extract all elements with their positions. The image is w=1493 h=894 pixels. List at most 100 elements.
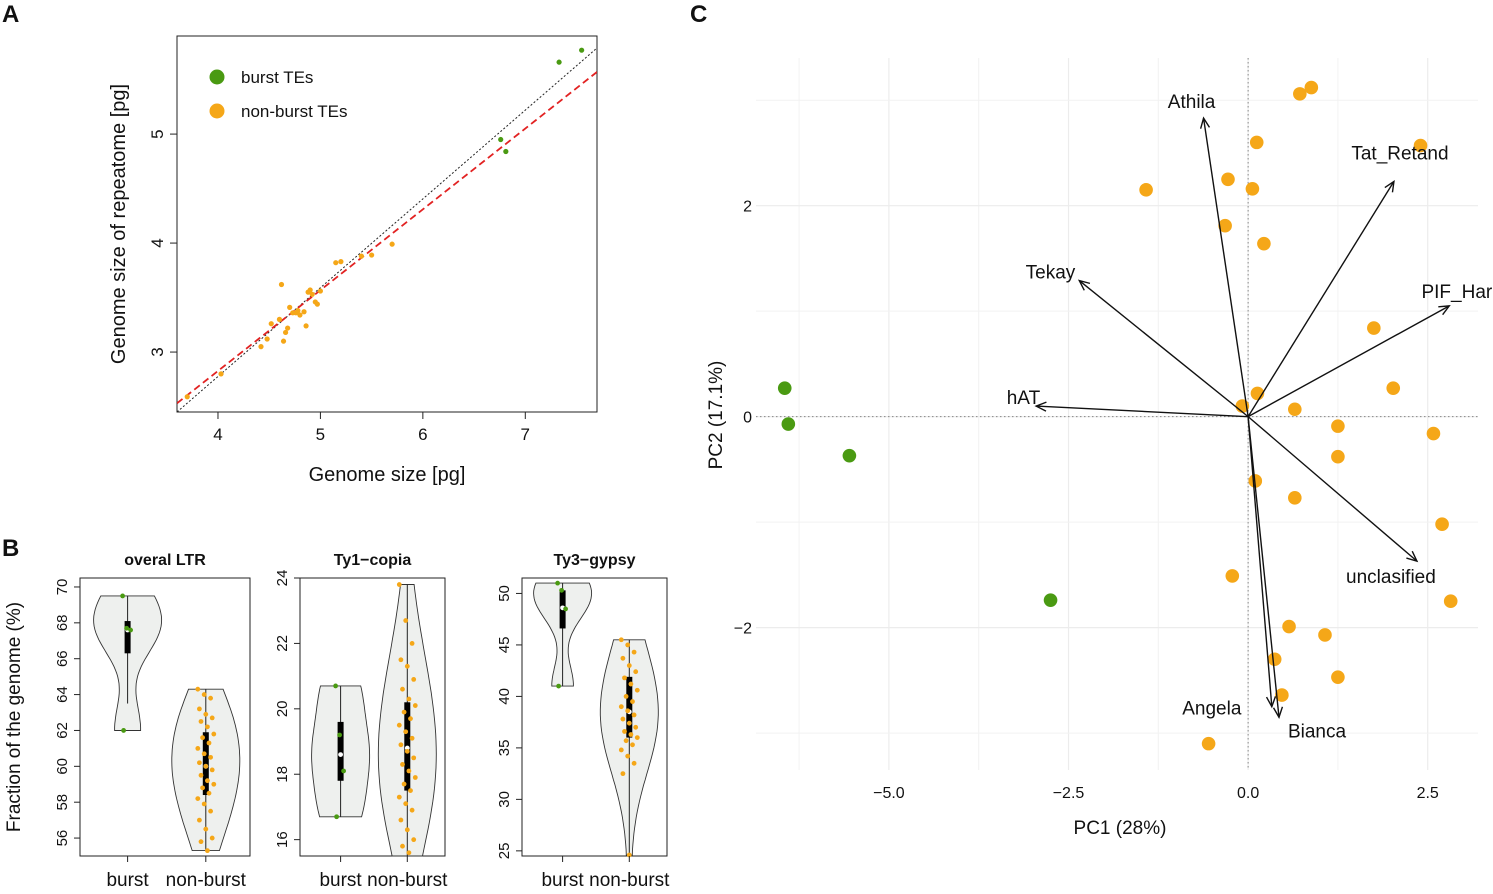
arrow-head [1199,116,1211,129]
category-label: burst [106,870,149,891]
data-point [408,788,413,793]
pca-point [781,417,796,431]
legend-label-burst: burst TEs [241,68,313,87]
data-point [334,814,339,820]
pca-point [1249,135,1264,150]
loading-label: Tekay [1026,263,1076,284]
iqr-box [337,721,344,781]
arrow-head [1384,179,1395,193]
data-point [409,735,415,741]
data-point [341,768,346,774]
data-point [205,778,210,784]
loading-arrow-hat [1036,405,1249,418]
pca-point [1318,628,1332,642]
data-point [403,801,409,807]
pca-point [777,381,792,395]
pca-point [1245,181,1260,196]
pca-point [1293,87,1307,101]
y-axis-label: Genome size of repeatome [pg] [108,84,130,364]
data-point [623,694,629,699]
x-axis-label: Genome size [pg] [309,464,466,486]
data-point [622,675,627,681]
data-point [218,371,224,377]
y-tick-label: 5 [148,129,167,138]
category-label: non-burst [589,870,670,891]
data-point [401,781,407,787]
pca-point [1304,80,1319,95]
pca-point [1225,569,1240,583]
data-point [400,843,405,849]
y-tick-label: 0 [743,410,752,427]
pca-point [1426,426,1441,441]
data-point [201,751,207,757]
legend-marker-burst [209,69,225,85]
loading-arrow-tat_retand [1247,181,1395,418]
fit-line [177,71,597,404]
data-point [401,709,407,715]
pca-point [1257,236,1271,251]
subplot-title: Ty3−gypsy [554,552,636,569]
y-tick-label: 25 [496,843,513,860]
series-non-burst [184,241,395,400]
data-point [205,848,210,854]
data-point [409,641,415,646]
y-tick-label: 60 [54,758,71,775]
data-point [208,808,214,814]
panel-label-b: B [2,535,19,562]
data-point [184,394,190,400]
y-tick-label: 50 [496,585,513,602]
pca-point [1367,321,1381,335]
pca-point [1221,172,1235,187]
y-tick-label: 68 [54,614,71,631]
data-point [555,580,560,586]
data-point [630,699,635,704]
data-point [121,728,126,733]
arrow-head [1077,279,1091,291]
subplot-title: Ty1−copia [334,552,412,569]
data-point [195,686,201,692]
loading-label: PIF_Harbinger [1421,282,1493,303]
y-tick-label: 24 [274,570,291,587]
loading-label: Bianca [1288,721,1347,742]
data-point [623,738,629,744]
pca-point [1413,138,1428,153]
data-point [631,649,637,655]
data-point [618,704,624,710]
data-point [198,839,204,845]
violin-non-burst: non-burst [589,637,670,891]
data-point [333,683,338,689]
arrow-head [1406,550,1419,563]
subplot-title: overal LTR [124,552,206,569]
data-point [258,344,264,350]
data-point [406,768,412,774]
data-point [411,676,417,682]
data-point [280,338,287,344]
data-point [307,287,313,293]
data-point [358,253,364,259]
data-point [625,708,631,714]
x-tick-label: 7 [521,425,530,444]
iqr-box [202,732,209,796]
data-point [282,329,289,336]
y-tick-label: 30 [496,791,513,808]
x-tick-label: 6 [418,425,427,444]
pca-point [1386,381,1401,395]
data-point [200,785,206,791]
loading-label: Tat_Retand [1351,143,1448,164]
x-axis-label-c: PC1 (28%) [1074,818,1167,839]
data-point [398,742,404,748]
y-tick-label: 3 [148,347,167,356]
pca-point [1218,218,1232,233]
loading-label: Athila [1168,92,1216,113]
data-point [301,309,307,315]
legend-label-non-burst: non-burst TEs [241,102,347,121]
pca-point [1267,652,1282,667]
data-point [295,308,301,314]
y-tick-label: 62 [54,722,71,739]
data-point [200,735,206,741]
x-tick-label: −2.5 [1053,785,1085,802]
y-tick-label: 22 [274,635,291,652]
y-axis-label-c: PC2 (17.1%) [706,361,727,470]
y-tick-label: 35 [496,740,513,757]
legend: burst TEs non-burst TEs [209,68,347,121]
